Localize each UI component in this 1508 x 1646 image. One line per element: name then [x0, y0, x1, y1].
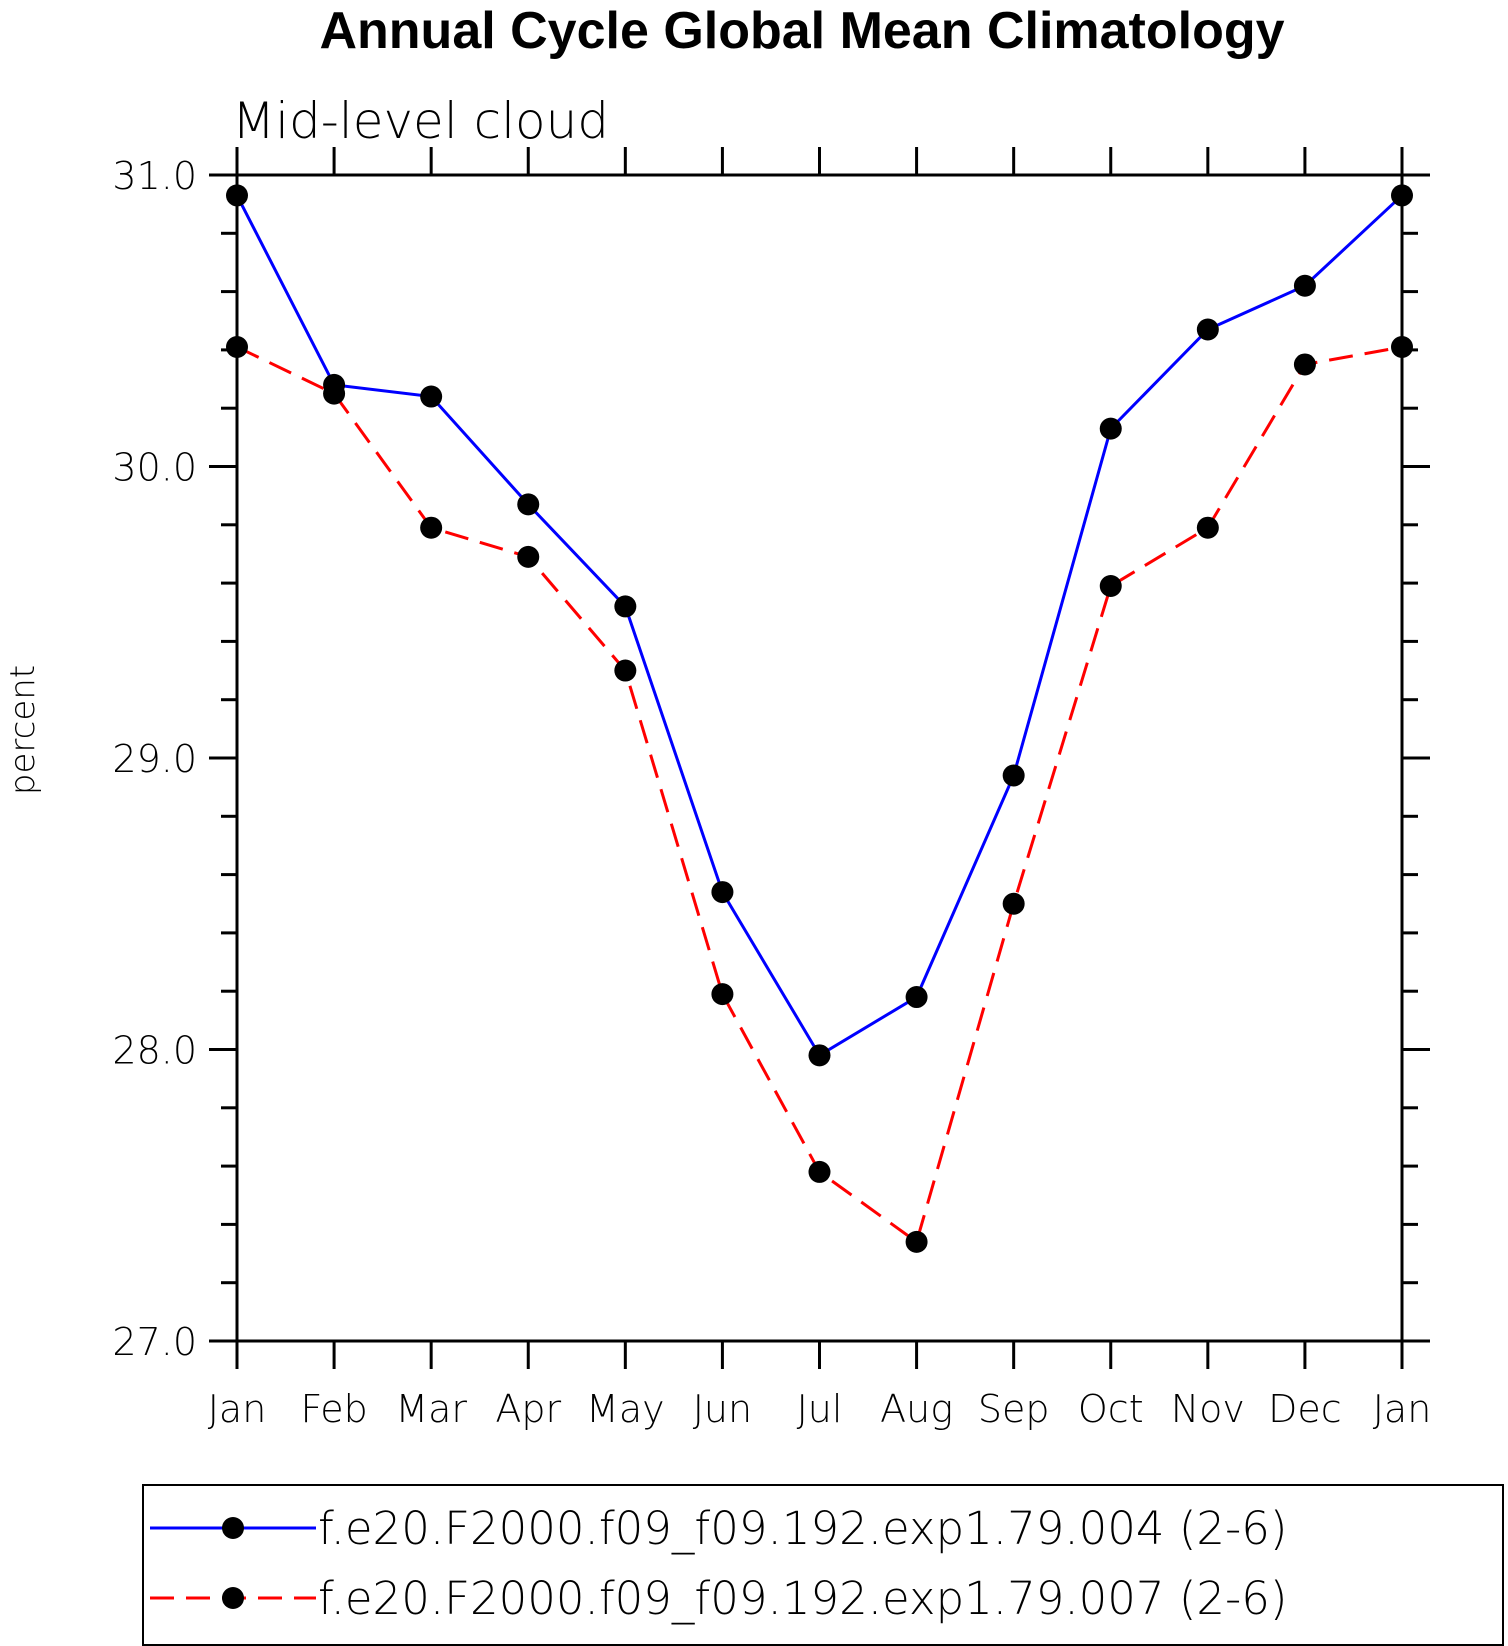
series-1-point: [1391, 184, 1413, 207]
series-2-point: [517, 545, 540, 568]
x-tick-label: Jan: [208, 1387, 267, 1431]
series-1-point: [1099, 417, 1122, 440]
series-1-point: [1002, 764, 1025, 787]
series-1-point: [1196, 318, 1219, 341]
x-tick-labels: Jan Feb Mar Apr May Jun Jul Aug Sep Oct Nov Dec Jan: [208, 1387, 1432, 1431]
series-2-point: [614, 659, 637, 682]
x-tick-label: Dec: [1268, 1387, 1342, 1431]
chart-title: Annual Cycle Global Mean Climatology: [319, 2, 1284, 60]
series-2-point: [808, 1160, 831, 1183]
y-tick-label: 30.0: [112, 446, 197, 490]
x-tick-label: Mar: [395, 1387, 467, 1431]
legend-marker-series-2: [222, 1587, 244, 1609]
series-1-point: [517, 493, 540, 516]
x-tick-label: Jul: [797, 1387, 843, 1431]
series-2-point: [1391, 335, 1413, 358]
series-1-point: [226, 184, 248, 207]
axis-ticks: [209, 147, 1430, 1369]
series-line-2: [236, 345, 1403, 1245]
legend-label-series-2: f.e20.F2000.f09_f09.192.exp1.79.007 (2-6…: [318, 1572, 1287, 1625]
legend-label-series-1: f.e20.F2000.f09_f09.192.exp1.79.004 (2-6…: [318, 1502, 1287, 1555]
x-tick-label: Oct: [1078, 1387, 1144, 1431]
series-layer: [226, 184, 1413, 1253]
series-2-point: [711, 983, 734, 1006]
y-tick-label: 29.0: [112, 737, 197, 781]
series-2-point: [1099, 575, 1122, 598]
series-line-1: [235, 194, 1404, 1058]
series-2-point: [1002, 892, 1025, 915]
series-2-point: [420, 516, 443, 539]
series-2-point: [905, 1230, 928, 1253]
y-tick-label: 27.0: [112, 1320, 197, 1364]
series-2-point: [1293, 353, 1316, 376]
legend-marker-series-1: [222, 1517, 244, 1539]
series-1-point: [614, 595, 637, 618]
x-tick-label: Feb: [300, 1387, 367, 1431]
series-2-point: [1196, 516, 1219, 539]
series-1-point: [711, 881, 734, 904]
series-1-point: [1293, 274, 1316, 297]
series-2-point: [323, 382, 346, 405]
x-tick-label: May: [586, 1387, 665, 1431]
y-tick-labels: 27.0 28.0 29.0 30.0 31.0: [112, 154, 197, 1364]
series-1-point: [420, 385, 443, 408]
series-1-point: [808, 1044, 831, 1067]
y-axis-label: percent: [3, 665, 43, 795]
x-tick-label: Apr: [495, 1387, 561, 1431]
x-tick-label: Nov: [1171, 1387, 1245, 1431]
y-tick-label: 28.0: [112, 1029, 197, 1073]
legend: f.e20.F2000.f09_f09.192.exp1.79.004 (2-6…: [142, 1484, 1504, 1646]
legend-box: [142, 1484, 1504, 1646]
x-tick-label: Aug: [880, 1387, 953, 1431]
x-tick-label: Jun: [693, 1387, 752, 1431]
y-tick-label: 31.0: [112, 154, 197, 198]
chart-subtitle: Mid-level cloud: [232, 92, 609, 150]
series-1-point: [905, 986, 928, 1009]
x-tick-label: Jan: [1373, 1387, 1432, 1431]
x-tick-label: Sep: [978, 1387, 1050, 1431]
series-2-point: [226, 335, 248, 358]
